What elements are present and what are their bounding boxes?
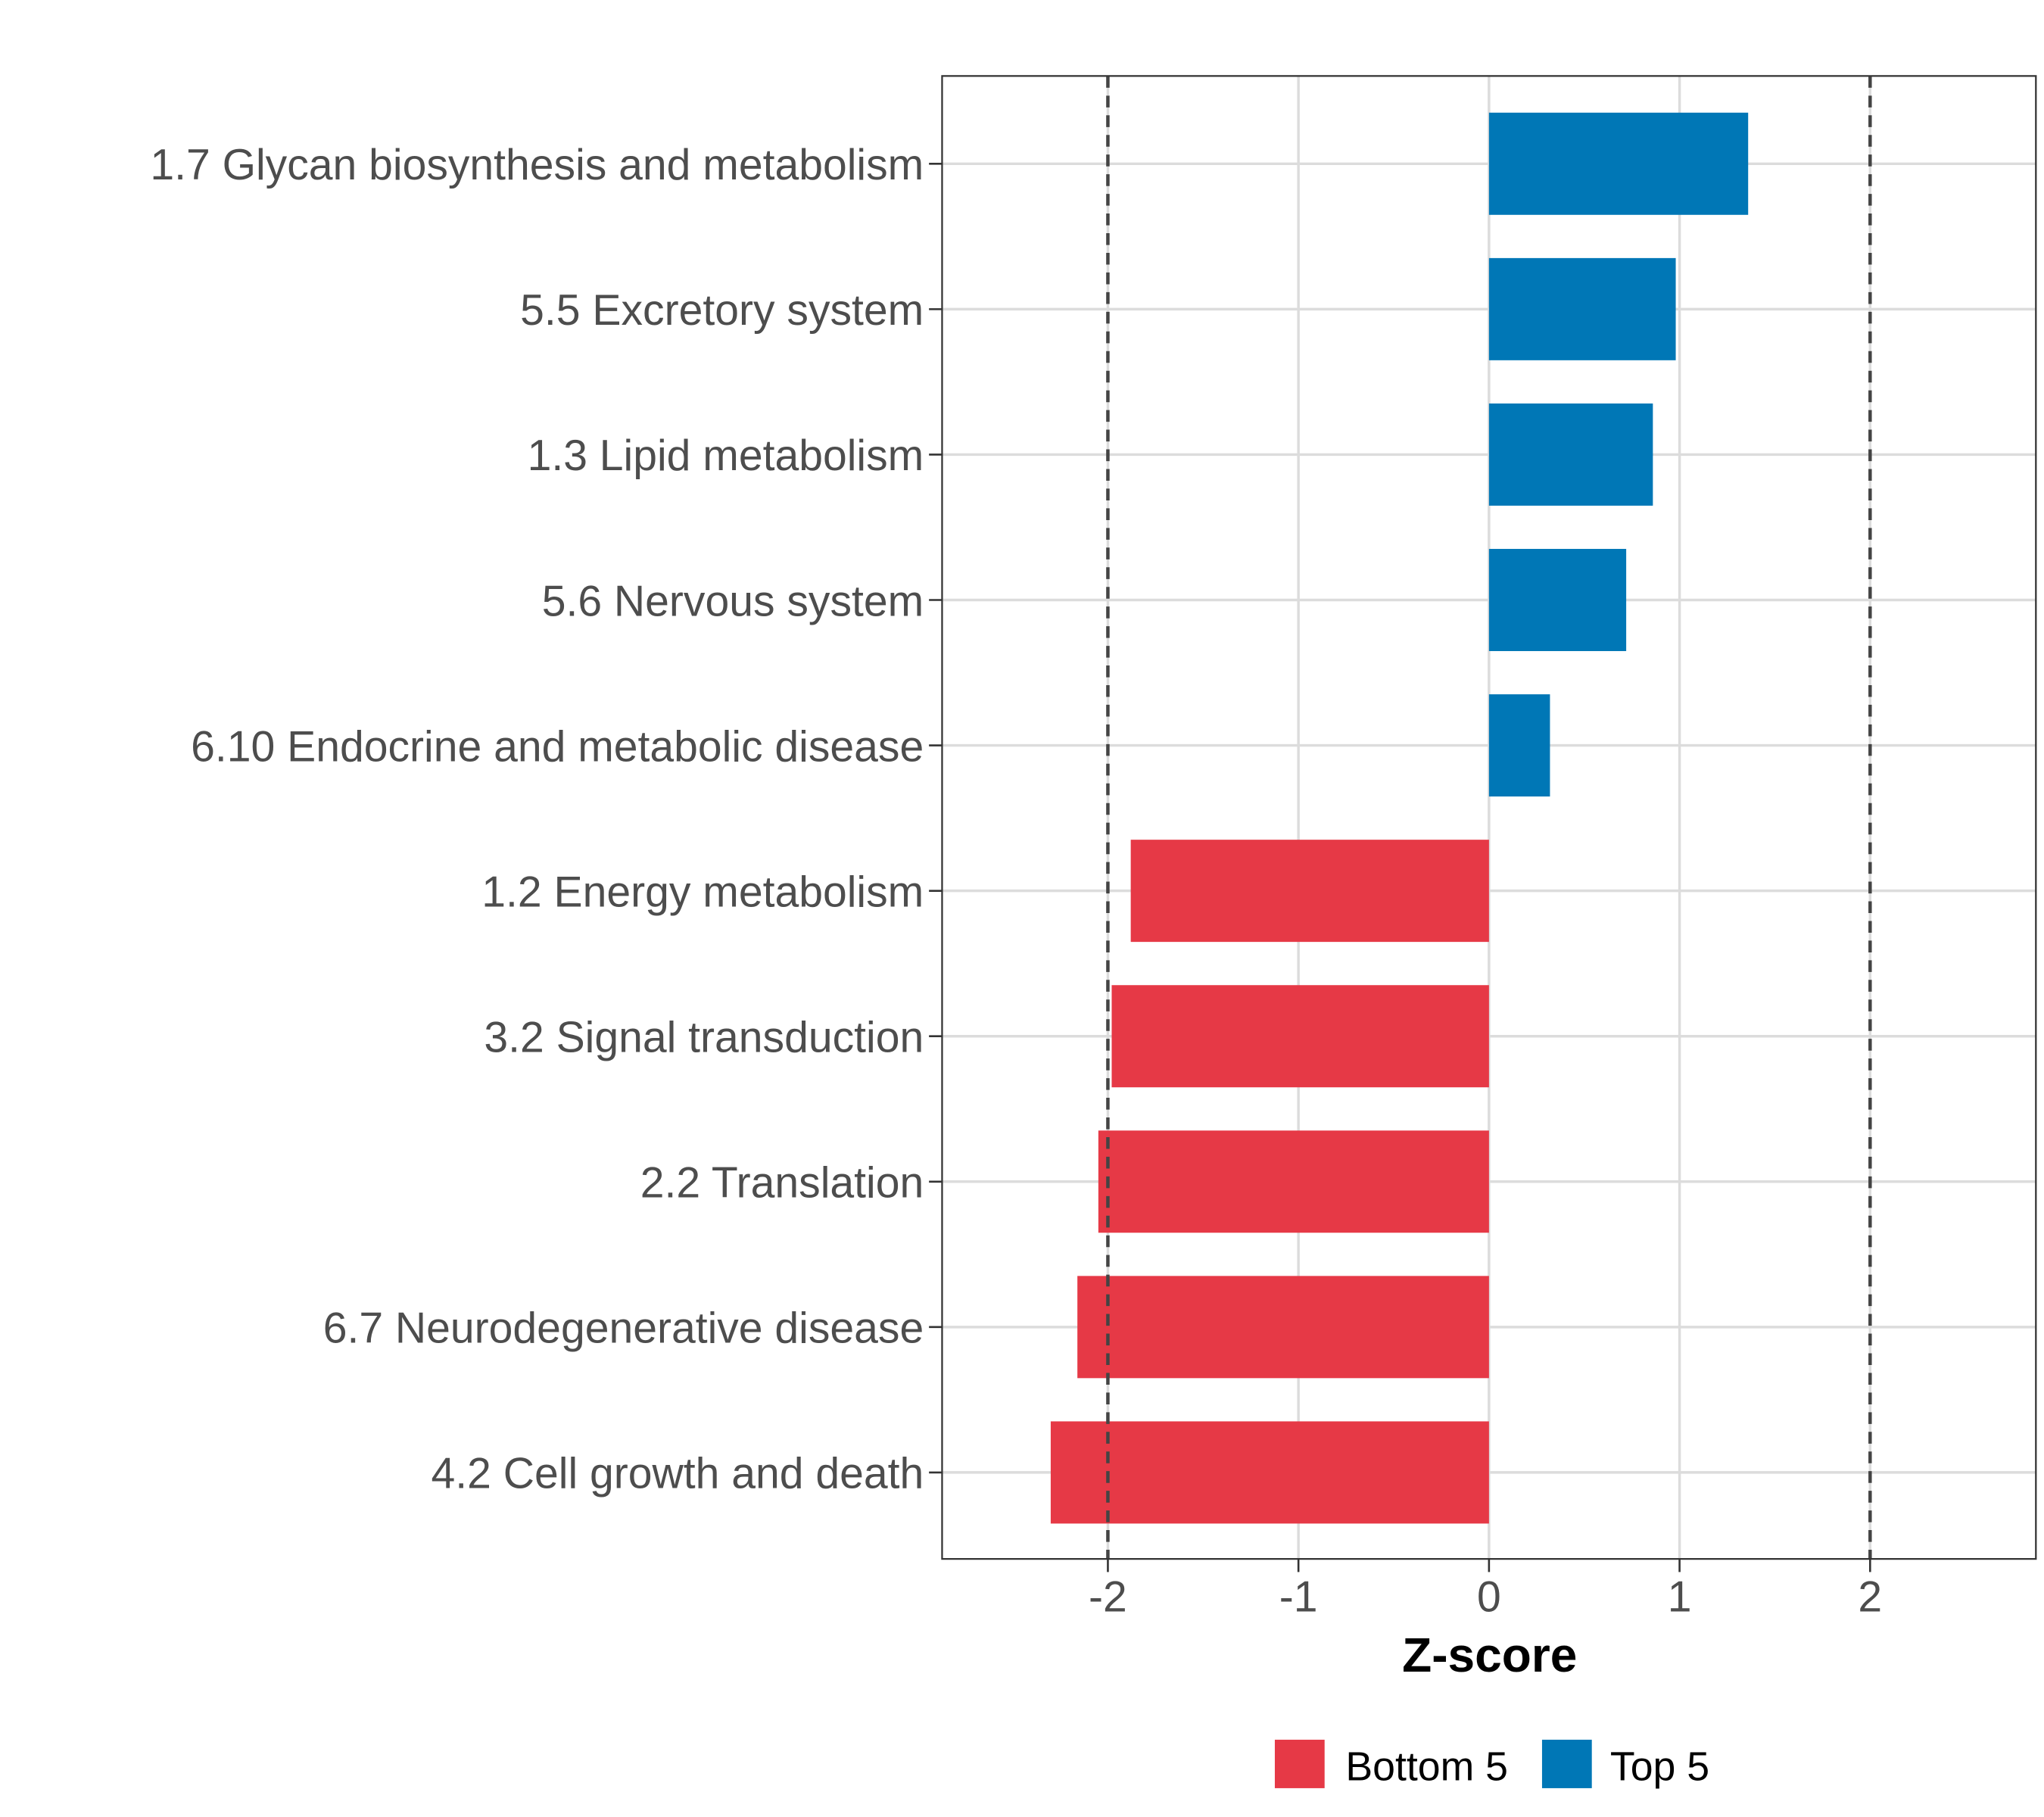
bar bbox=[1488, 403, 1653, 506]
x-tick-label: 1 bbox=[1668, 1572, 1692, 1621]
y-tick-label: 5.6 Nervous system bbox=[542, 577, 924, 625]
legend-label-top-5: Top 5 bbox=[1610, 1744, 1709, 1790]
legend-swatch-bottom-5 bbox=[1274, 1739, 1325, 1788]
x-tick-label: -1 bbox=[1279, 1572, 1318, 1621]
y-tick-label: 5.5 Excretory system bbox=[520, 286, 924, 335]
x-tick-label: -2 bbox=[1089, 1572, 1127, 1621]
x-axis-ticks: -2 -1 0 1 2 bbox=[1089, 1559, 1882, 1621]
y-axis-labels: 1.7 Glycan biosynthesis and metabolism 5.… bbox=[150, 141, 943, 1498]
bar bbox=[1111, 985, 1489, 1088]
x-axis-title: Z-score bbox=[1402, 1628, 1577, 1682]
x-tick-label: 0 bbox=[1477, 1572, 1501, 1621]
bar bbox=[1098, 1130, 1489, 1233]
reference-lines bbox=[1106, 76, 1872, 1560]
legend-label-bottom-5: Bottom 5 bbox=[1345, 1744, 1508, 1790]
y-tick-label: 1.3 Lipid metabolism bbox=[528, 432, 924, 480]
y-tick-label: 1.2 Energy metabolism bbox=[481, 868, 924, 916]
bar bbox=[1488, 549, 1627, 651]
y-tick-label: 4.2 Cell growth and death bbox=[432, 1450, 924, 1498]
x-tick-label: 2 bbox=[1858, 1572, 1882, 1621]
y-tick-label: 2.2 Translation bbox=[640, 1159, 924, 1208]
bar bbox=[1488, 257, 1676, 360]
legend-swatch-top-5 bbox=[1541, 1739, 1592, 1788]
y-tick-label: 1.7 Glycan biosynthesis and metabolism bbox=[150, 141, 924, 189]
bar bbox=[1130, 840, 1489, 943]
bar bbox=[1050, 1421, 1489, 1524]
y-tick-label: 6.7 Neurodegenerative disease bbox=[323, 1304, 924, 1353]
bar bbox=[1077, 1276, 1489, 1379]
y-tick-label: 6.10 Endocrine and metabolic disease bbox=[191, 722, 924, 771]
bars bbox=[1050, 112, 1749, 1524]
bar bbox=[1488, 694, 1550, 797]
legend: Bottom 5 Top 5 bbox=[1274, 1739, 1709, 1790]
y-tick-label: 3.2 Signal transduction bbox=[484, 1013, 924, 1061]
bar bbox=[1488, 112, 1749, 215]
